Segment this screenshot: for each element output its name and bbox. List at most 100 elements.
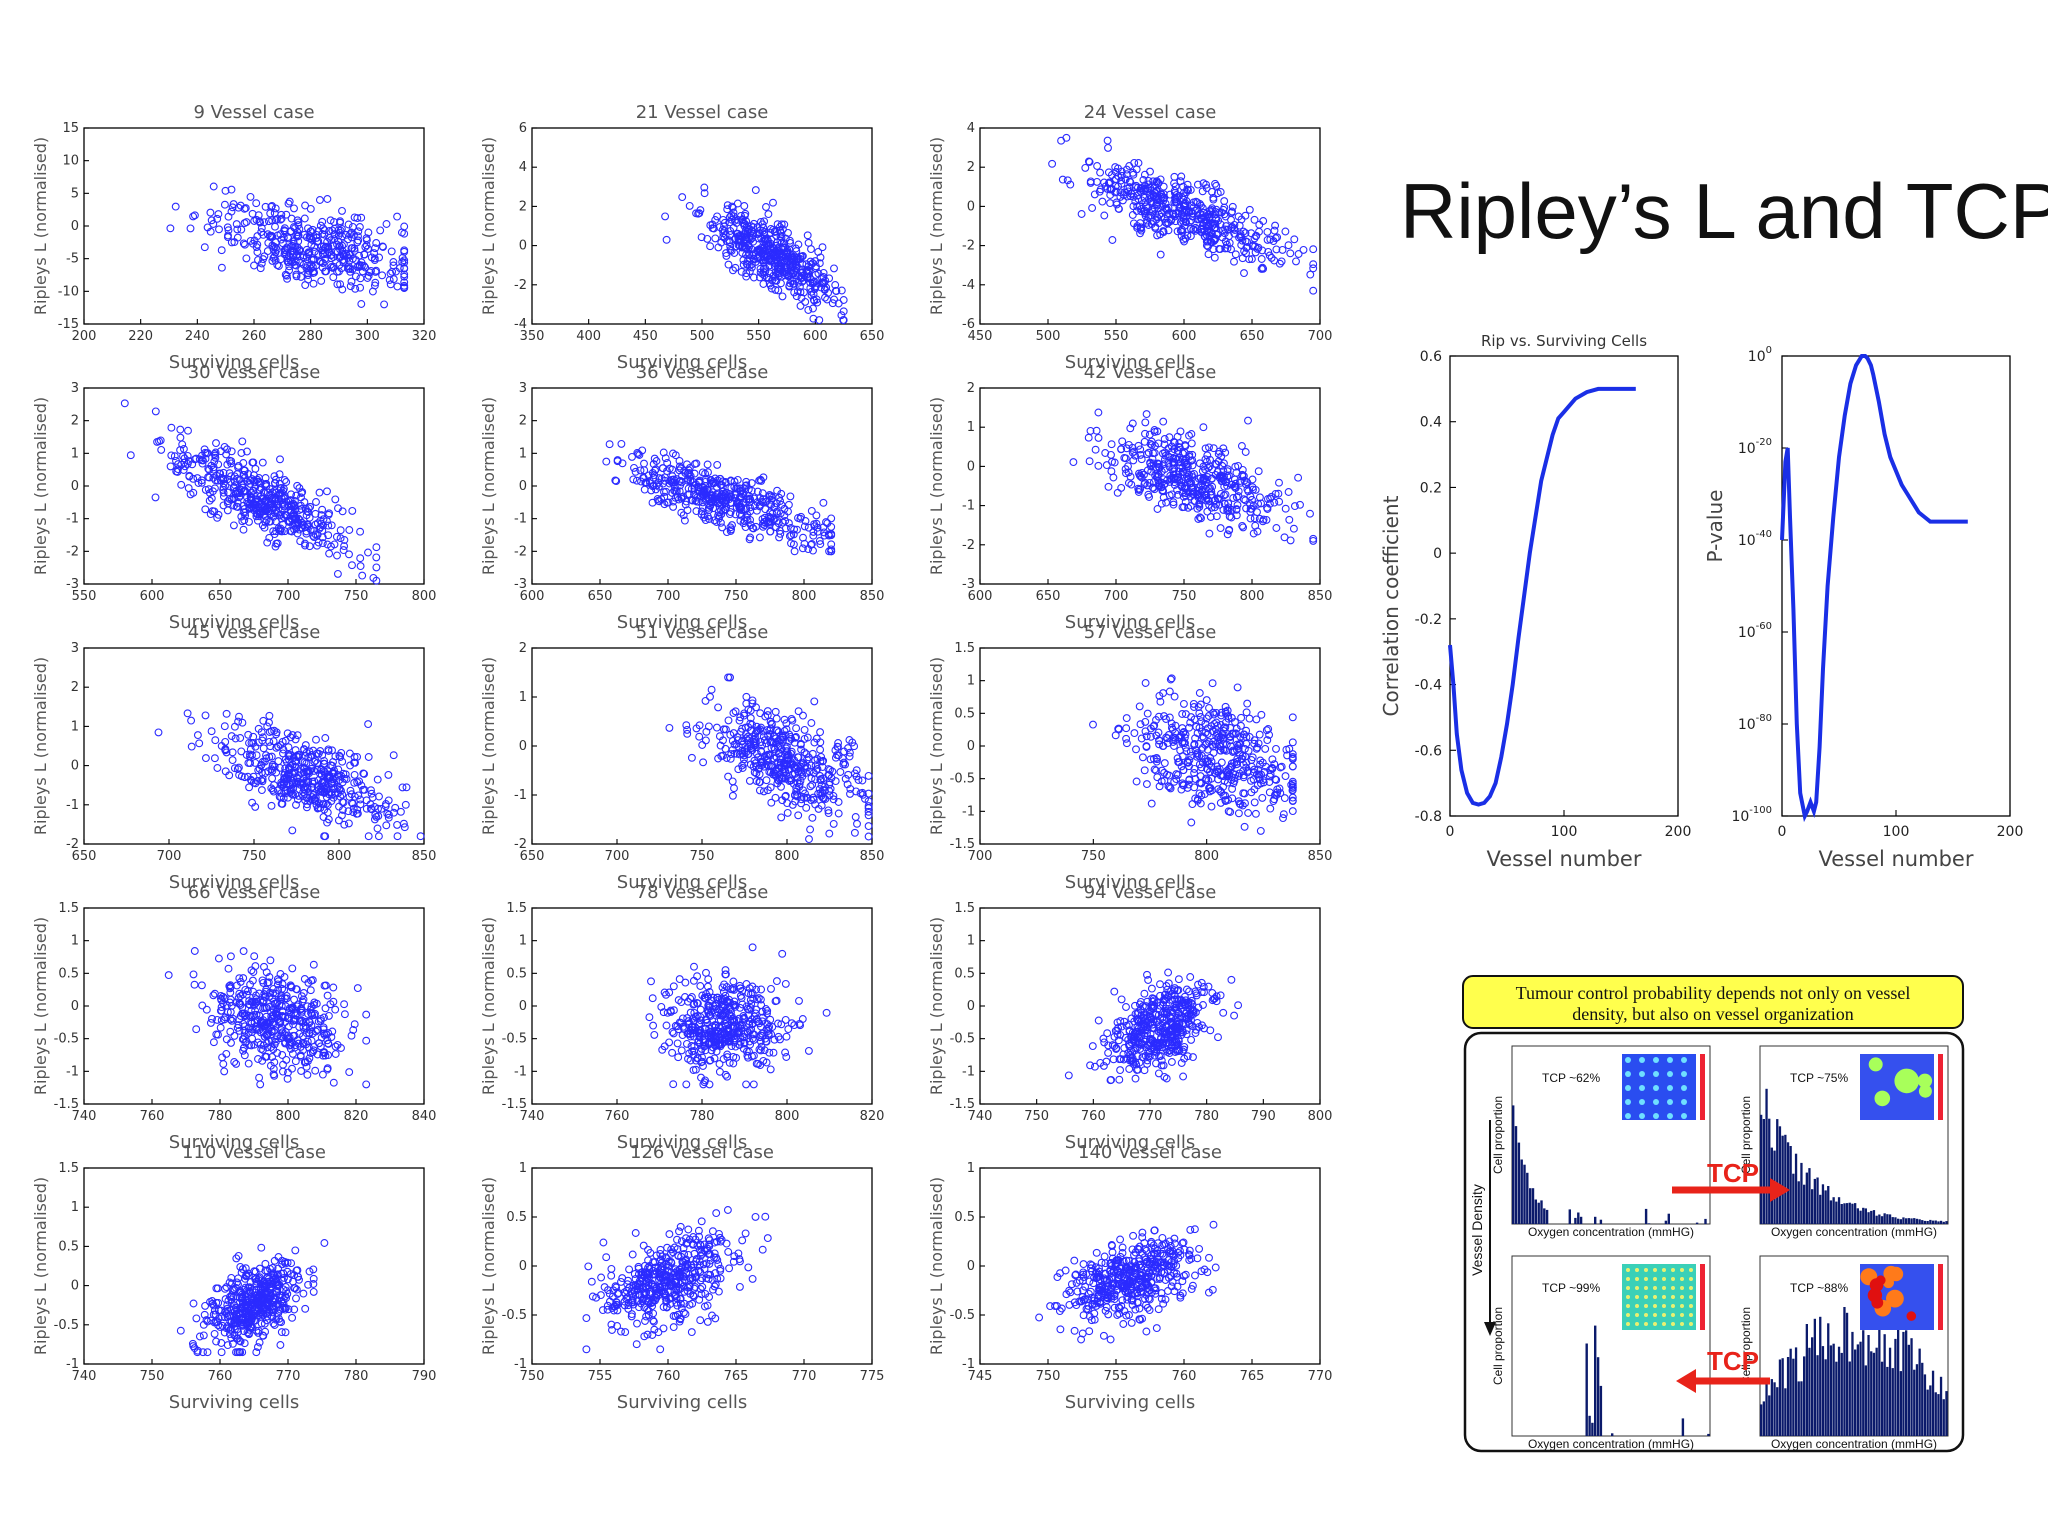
x-tick-label: 850 — [412, 849, 437, 864]
data-point — [807, 287, 816, 296]
data-point — [301, 201, 310, 210]
y-axis-label: Ripleys L (normalised) — [31, 657, 50, 835]
x-tick-label: 800 — [412, 589, 437, 604]
x-tick-label: 550 — [1104, 329, 1129, 344]
data-point — [277, 210, 286, 219]
data-point — [317, 276, 326, 285]
data-point — [778, 949, 787, 958]
data-point — [210, 989, 219, 998]
data-point — [330, 224, 339, 233]
data-point — [771, 707, 780, 716]
data-point — [295, 225, 304, 233]
data-point — [284, 244, 292, 253]
data-point — [649, 1021, 658, 1030]
data-point — [1251, 809, 1260, 818]
data-point — [209, 220, 218, 228]
data-point — [250, 952, 259, 961]
data-point — [286, 227, 295, 236]
data-point — [1309, 260, 1318, 269]
data-point — [764, 210, 773, 219]
data-point — [164, 971, 173, 980]
y-tick-label: -0.5 — [950, 772, 975, 787]
data-point — [355, 223, 364, 231]
data-point — [240, 219, 249, 228]
data-point — [1309, 286, 1318, 295]
data-point — [293, 216, 302, 225]
data-point — [304, 266, 313, 275]
data-point — [1211, 179, 1220, 188]
y-tick-label: 3 — [519, 381, 527, 396]
plot-title: 24 Vessel case — [1084, 102, 1217, 123]
data-point — [729, 709, 738, 717]
data-point — [1245, 205, 1254, 214]
y-tick-label: -10 — [58, 284, 79, 299]
y-tick-label: 0 — [519, 999, 527, 1014]
data-point — [851, 813, 860, 821]
data-point — [1244, 809, 1253, 817]
data-point — [400, 222, 409, 231]
data-point — [324, 245, 333, 254]
y-axis-label: Ripleys L (normalised) — [479, 397, 498, 575]
y-axis-label: Ripleys L (normalised) — [31, 137, 50, 315]
data-point — [386, 269, 395, 278]
data-point — [295, 258, 304, 267]
data-point — [321, 255, 329, 263]
data-point — [210, 754, 219, 763]
data-point — [257, 786, 266, 795]
data-point — [378, 271, 387, 280]
data-point — [353, 214, 362, 223]
data-point — [224, 964, 233, 973]
data-point — [1204, 250, 1213, 259]
data-point — [228, 203, 237, 212]
data-point — [1199, 423, 1208, 432]
data-point — [1207, 802, 1216, 811]
data-point — [1137, 455, 1146, 464]
data-point — [398, 253, 407, 262]
data-point — [229, 521, 238, 530]
y-tick-label: -4 — [962, 278, 975, 293]
data-point — [209, 182, 218, 191]
y-tick-label: -1 — [514, 788, 527, 803]
data-point — [189, 212, 198, 221]
data-point — [228, 756, 237, 765]
y-tick-label: -1 — [66, 1064, 79, 1079]
data-point — [269, 245, 278, 254]
data-point — [265, 711, 274, 720]
data-point — [819, 498, 828, 507]
data-point — [388, 267, 397, 276]
y-tick-label: -6 — [962, 317, 975, 332]
data-point — [745, 267, 754, 276]
data-point — [190, 947, 199, 955]
data-point — [224, 231, 232, 240]
y-tick-label: 1 — [967, 674, 975, 689]
data-point — [246, 236, 255, 245]
data-point — [1143, 709, 1152, 718]
data-point — [301, 741, 310, 750]
data-point — [1069, 458, 1078, 467]
data-point — [706, 692, 714, 701]
data-point — [187, 716, 196, 725]
data-point — [1266, 804, 1275, 813]
x-tick-label: 850 — [860, 589, 885, 604]
data-point — [792, 724, 801, 733]
y-tick-label: -3 — [66, 577, 79, 592]
data-point — [1258, 793, 1267, 802]
x-tick-label: 800 — [327, 849, 352, 864]
data-point — [336, 218, 344, 227]
data-point — [755, 533, 764, 542]
data-point — [371, 278, 380, 287]
data-point — [315, 196, 324, 204]
data-point — [400, 264, 409, 273]
y-tick-label: 1 — [967, 420, 975, 435]
y-tick-label: 0 — [71, 219, 79, 234]
data-point — [780, 220, 789, 229]
data-point — [241, 204, 250, 213]
plot-title: 42 Vessel case — [1084, 362, 1217, 383]
y-tick-label: 6 — [519, 121, 527, 136]
y-tick-label: -5 — [66, 252, 79, 267]
data-point — [810, 697, 819, 706]
data-point — [356, 274, 365, 283]
